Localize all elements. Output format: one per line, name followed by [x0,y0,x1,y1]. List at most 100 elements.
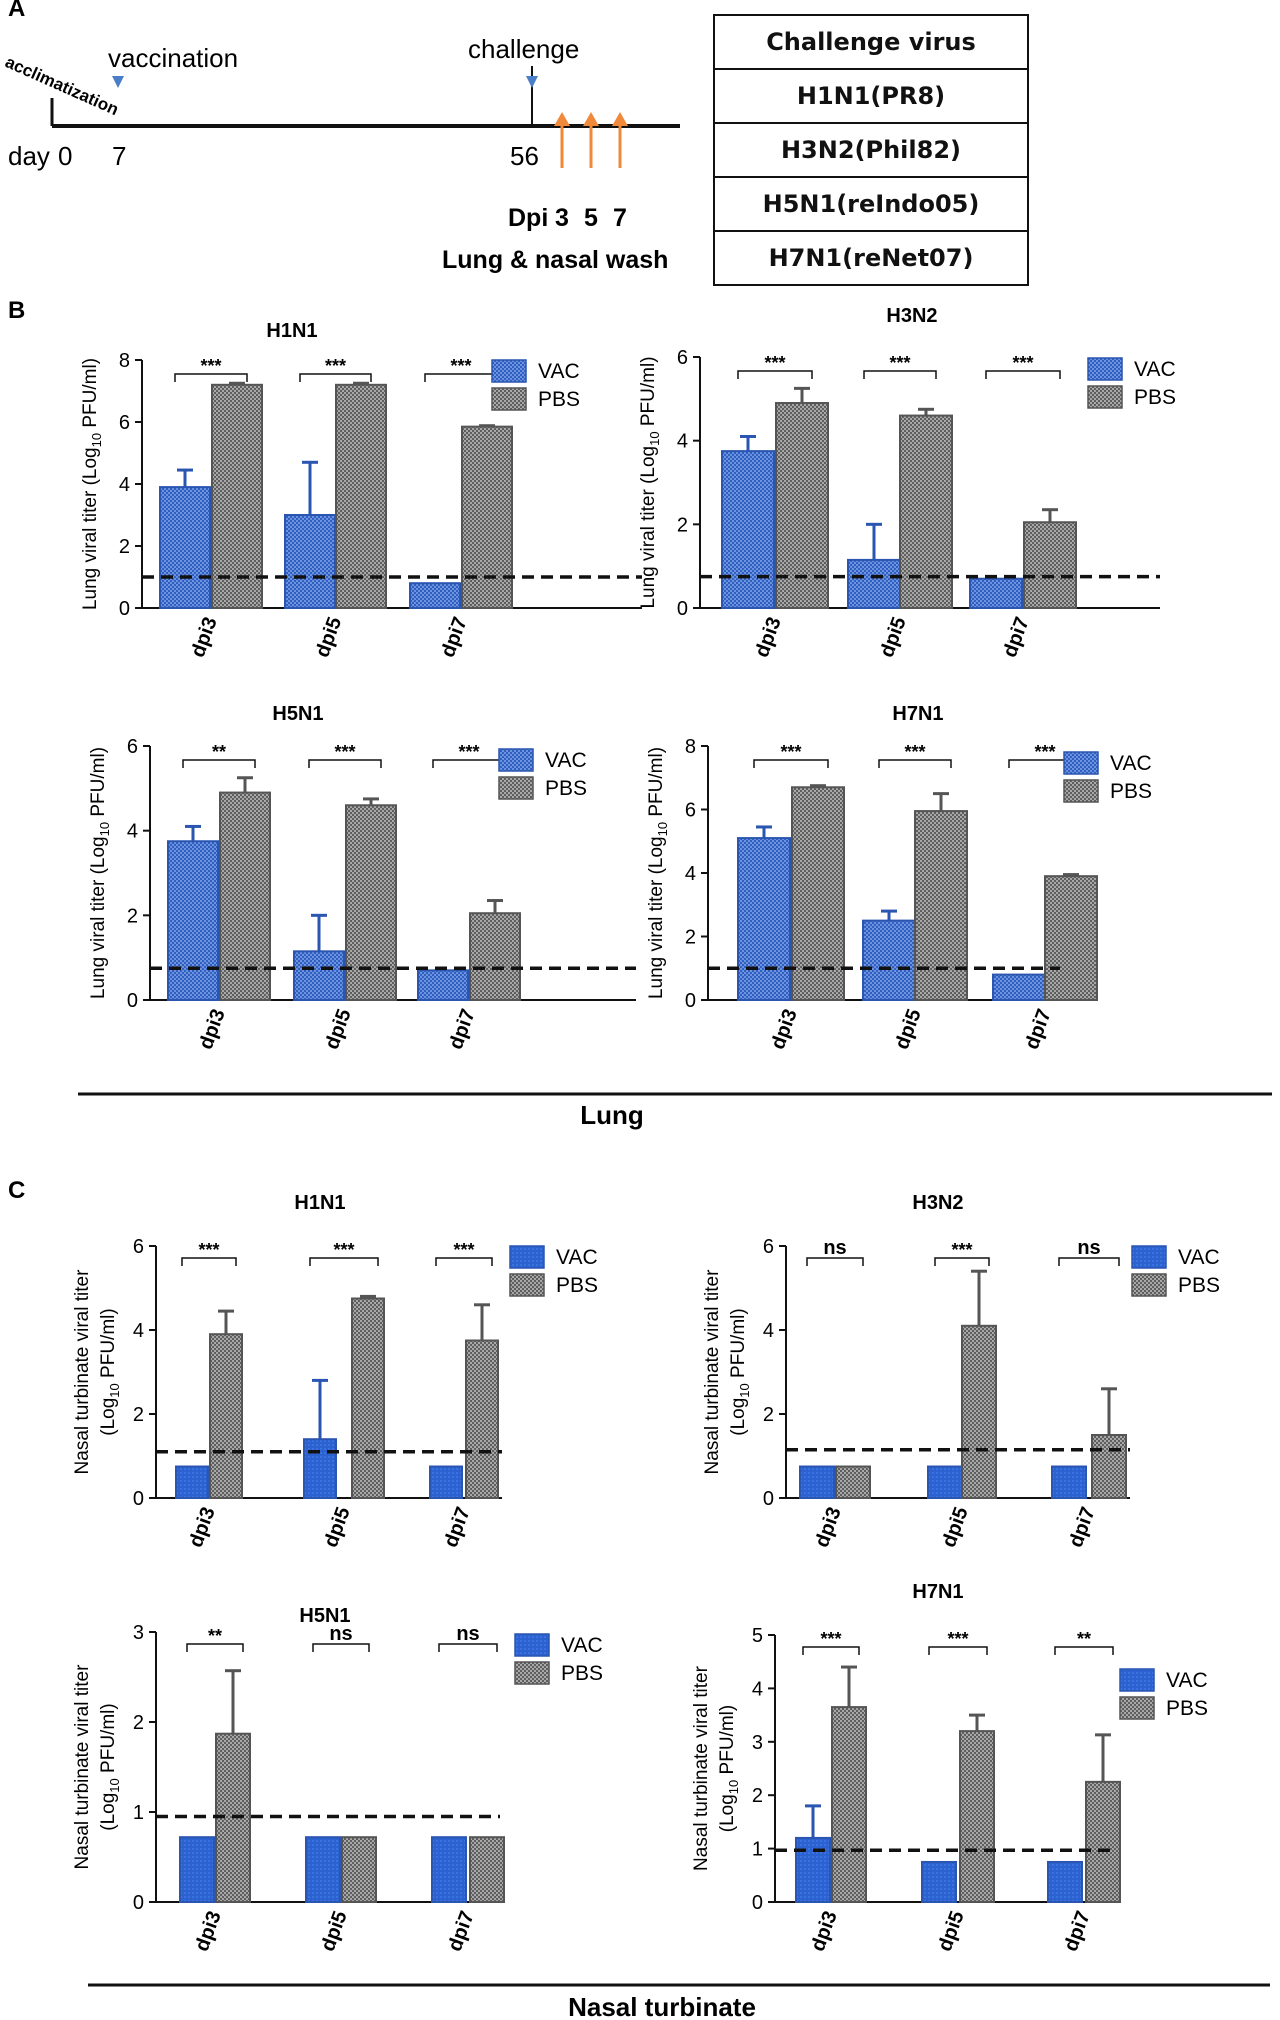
legend-swatch-vac [1087,357,1123,381]
significance-bracket [186,1643,244,1652]
y-tick-label: 5 [752,1625,763,1647]
bar-vac-dpi7 [992,973,1046,1001]
legend-label-vac: VAC [545,749,587,772]
bar-vac-dpi3 [737,837,791,1002]
legend-label-vac: VAC [561,1634,603,1657]
y-tick-label: 4 [752,1678,763,1700]
x-tick-label-dpi5: dpi5 [938,1504,973,1550]
y-axis-label: Lung viral titer (Log10 PFU/ml) [638,356,662,608]
bar-pbs-dpi7 [1023,521,1077,609]
chart-title: H3N2 [912,1192,963,1214]
x-tick-label-dpi5: dpi5 [320,1504,355,1550]
y-tick-label: 8 [119,350,130,372]
bar-vac-dpi3 [721,450,775,609]
legend-swatch-pbs [509,1273,545,1297]
legend-label-vac: VAC [1166,1669,1208,1692]
bar-pbs-dpi5 [961,1324,997,1500]
bar-pbs-dpi7 [1085,1780,1121,1903]
panel-letter-a: A [8,0,25,22]
bar-pbs-dpi7 [1044,875,1098,1001]
y-tick-label: 3 [133,1622,144,1644]
legend-label-pbs: PBS [538,388,580,411]
dpi-day-7: 7 [613,204,627,232]
sampling-arrows [554,112,628,168]
legend-swatch-vac [1119,1668,1155,1692]
chart-lung-h3n2: H3N2 0 2 4 6 Lung viral titer (Log10 PFU/ml) d… [638,305,1176,660]
x-tick-label-dpi3: dpi3 [187,614,222,660]
challenge-table-row: H3N2(Phil82) [715,122,1027,176]
y-tick-label: 0 [133,1892,144,1914]
legend-swatch-vac [491,359,527,383]
legend-label-pbs: PBS [1178,1274,1220,1297]
y-tick-label: 6 [763,1236,774,1258]
nasal-section-label: Nasal turbinate [568,1992,756,2020]
bar-pbs-dpi7 [465,1339,499,1499]
significance-bracket [438,1643,498,1652]
chart-lung-h1n1: H1N1 0 2 4 6 8 Lung viral titer (Log10 PFU/ml)… [80,320,642,660]
y-tick-label: 0 [133,1488,144,1510]
bar-vac-dpi5 [293,950,345,1001]
y-axis-label: Lung viral titer (Log10 PFU/ml) [88,747,112,999]
x-tick-label-dpi7: dpi7 [1065,1504,1100,1550]
significance-label: *** [764,353,785,373]
y-axis-label: Nasal turbinate viral titer [702,1269,723,1475]
significance-bracket [174,373,248,382]
significance-label: *** [453,1240,474,1260]
legend-label-vac: VAC [1178,1246,1220,1269]
y-tick-label: 2 [763,1404,774,1426]
y-tick-label: 0 [685,990,696,1012]
bar-vac-dpi3 [799,1465,835,1499]
y-tick-label: 6 [127,736,138,758]
chart-title: H3N2 [886,305,937,327]
y-axis-label: Nasal turbinate viral titer [691,1665,712,1871]
legend-swatch-vac [514,1633,550,1657]
significance-label: *** [780,742,801,762]
y-tick-label: 3 [752,1732,763,1754]
significance-bracket [312,1643,370,1652]
x-tick-label-dpi3: dpi3 [807,1908,842,1954]
bar-vac-dpi7 [1051,1465,1087,1499]
bar-pbs-dpi5 [351,1297,385,1499]
y-tick-label: 2 [133,1404,144,1426]
x-tick-label-dpi5: dpi5 [934,1908,969,1954]
bar-vac-dpi3 [159,486,211,610]
sampling-arrowhead-icon [554,112,570,126]
bar-pbs-dpi7 [469,1836,505,1903]
challenge-table-row: H5N1(reIndo05) [715,176,1027,230]
significance-bracket [802,1646,860,1655]
x-tick-label-dpi7: dpi7 [437,614,472,660]
chart-title: H5N1 [272,703,323,725]
bar-vac-dpi5 [862,919,916,1001]
significance-bracket [934,1257,990,1266]
legend-swatch-vac [498,748,534,772]
x-tick-label-dpi3: dpi3 [767,1006,802,1052]
bar-pbs-dpi3 [831,1706,867,1903]
x-tick-label-dpi7: dpi7 [440,1504,475,1550]
significance-bracket [878,759,952,768]
legend-swatch-pbs [1131,1273,1167,1297]
panel-letter-c: C [8,1177,25,1204]
bar-pbs-dpi3 [791,786,845,1002]
y-tick-label: 4 [133,1320,144,1342]
y-tick-label: 2 [685,927,696,949]
x-tick-label-dpi7: dpi7 [444,1908,479,1954]
legend-swatch-pbs [514,1661,550,1685]
significance-bracket [737,370,813,379]
significance-bracket [928,1646,988,1655]
challenge-label: challenge [468,34,579,64]
bar-vac-dpi7 [431,1836,467,1903]
y-tick-label: 0 [763,1488,774,1510]
x-tick-label-dpi7: dpi7 [445,1006,480,1052]
chart-nasal-turbinate-h7n1: H7N1 0 1 2 3 4 5 Nasal turbinate viral titer (Lo… [691,1581,1208,1954]
y-tick-label: 6 [677,347,688,369]
significance-label: *** [333,1240,354,1260]
y-tick-label: 0 [127,990,138,1012]
legend-label-pbs: PBS [561,1662,603,1685]
significance-label: *** [951,1240,972,1260]
challenge-table-header: Challenge virus [766,28,976,56]
x-tick-label-dpi7: dpi7 [1060,1908,1095,1954]
x-tick-label-dpi3: dpi3 [185,1504,220,1550]
y-tick-label: 0 [752,1892,763,1914]
significance-bracket [181,1257,237,1266]
significance-label: *** [889,353,910,373]
